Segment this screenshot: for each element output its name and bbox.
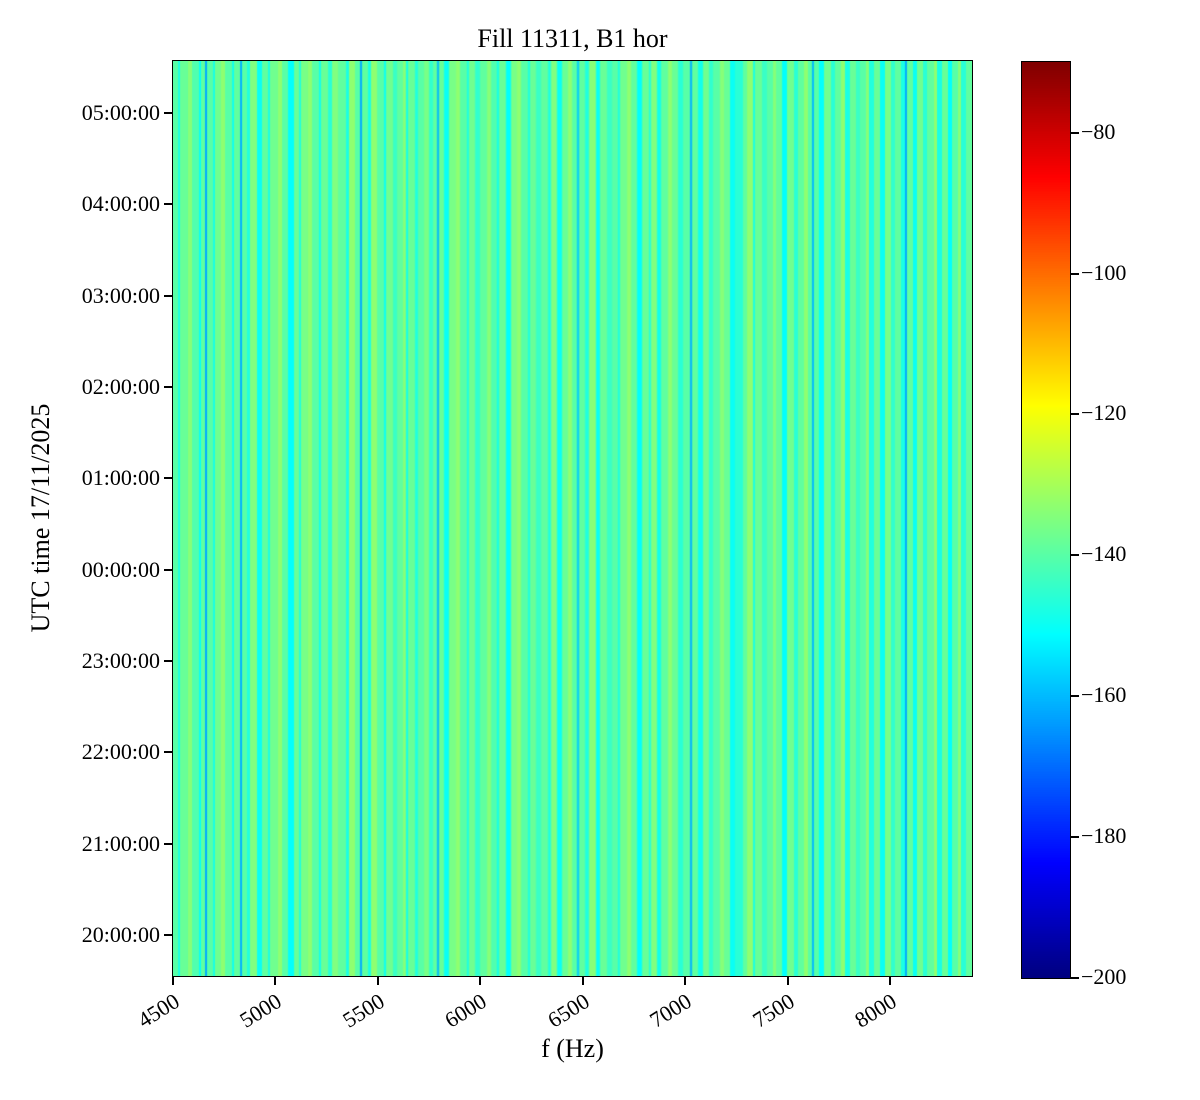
- colorbar-tick-label: −160: [1081, 681, 1127, 707]
- y-tick-mark: [164, 933, 172, 936]
- y-tick-label: 23:00:00: [81, 647, 160, 673]
- x-tick-label: 8000: [850, 988, 901, 1033]
- x-tick-mark: [274, 977, 277, 985]
- y-tick-label: 03:00:00: [81, 282, 160, 308]
- x-tick-label: 7000: [645, 988, 696, 1033]
- x-tick-label: 4500: [133, 988, 184, 1033]
- y-tick-mark: [164, 751, 172, 754]
- x-tick-label: 5000: [235, 988, 287, 1033]
- x-tick-label: 6500: [542, 988, 594, 1033]
- plot-area: [172, 60, 973, 977]
- y-tick-label: 21:00:00: [81, 830, 160, 856]
- y-tick-mark: [164, 842, 172, 845]
- colorbar-tick-mark: [1071, 272, 1079, 275]
- x-tick-label: 6000: [440, 988, 491, 1033]
- x-tick-label: 5500: [338, 988, 389, 1033]
- colorbar-tick-label: −100: [1081, 259, 1127, 285]
- y-tick-label: 00:00:00: [81, 556, 160, 582]
- y-tick-label: 01:00:00: [81, 465, 160, 491]
- colorbar-tick-label: −200: [1081, 963, 1127, 989]
- x-tick-mark: [376, 977, 379, 985]
- y-axis-label: UTC time 17/11/2025: [26, 403, 55, 633]
- x-tick-mark: [684, 977, 687, 985]
- y-tick-mark: [164, 112, 172, 114]
- colorbar-tick-mark: [1071, 131, 1079, 134]
- spectrogram-canvas: [173, 61, 972, 976]
- colorbar-gradient-canvas: [1022, 62, 1070, 978]
- colorbar-tick-label: −180: [1081, 822, 1127, 848]
- x-tick-mark: [479, 977, 482, 985]
- colorbar-tick-label: −80: [1081, 118, 1116, 144]
- colorbar-tick-mark: [1071, 694, 1079, 697]
- colorbar-tick-mark: [1071, 976, 1079, 979]
- y-tick-mark: [164, 294, 172, 297]
- colorbar-tick-mark: [1071, 554, 1079, 557]
- y-tick-mark: [164, 385, 172, 388]
- y-tick-mark: [164, 568, 172, 571]
- x-tick-label: 7500: [747, 988, 799, 1033]
- colorbar-tick-label: −120: [1081, 400, 1127, 426]
- y-tick-label: 04:00:00: [81, 191, 160, 217]
- chart-title: Fill 11311, B1 hor: [477, 24, 668, 53]
- x-tick-mark: [889, 977, 891, 985]
- x-tick-mark: [172, 977, 174, 985]
- colorbar-tick-mark: [1071, 835, 1079, 838]
- x-axis-label: f (Hz): [541, 1034, 604, 1063]
- colorbar: [1021, 61, 1071, 979]
- y-tick-label: 05:00:00: [81, 100, 160, 125]
- y-tick-label: 22:00:00: [81, 739, 160, 765]
- y-tick-label: 20:00:00: [81, 921, 160, 947]
- x-tick-mark: [786, 977, 789, 985]
- y-tick-mark: [164, 477, 172, 480]
- colorbar-tick-label: −140: [1081, 541, 1127, 567]
- colorbar-tick-mark: [1071, 413, 1079, 416]
- y-tick-label: 02:00:00: [81, 373, 160, 399]
- y-tick-mark: [164, 203, 172, 206]
- x-tick-mark: [581, 977, 584, 985]
- y-tick-mark: [164, 659, 172, 662]
